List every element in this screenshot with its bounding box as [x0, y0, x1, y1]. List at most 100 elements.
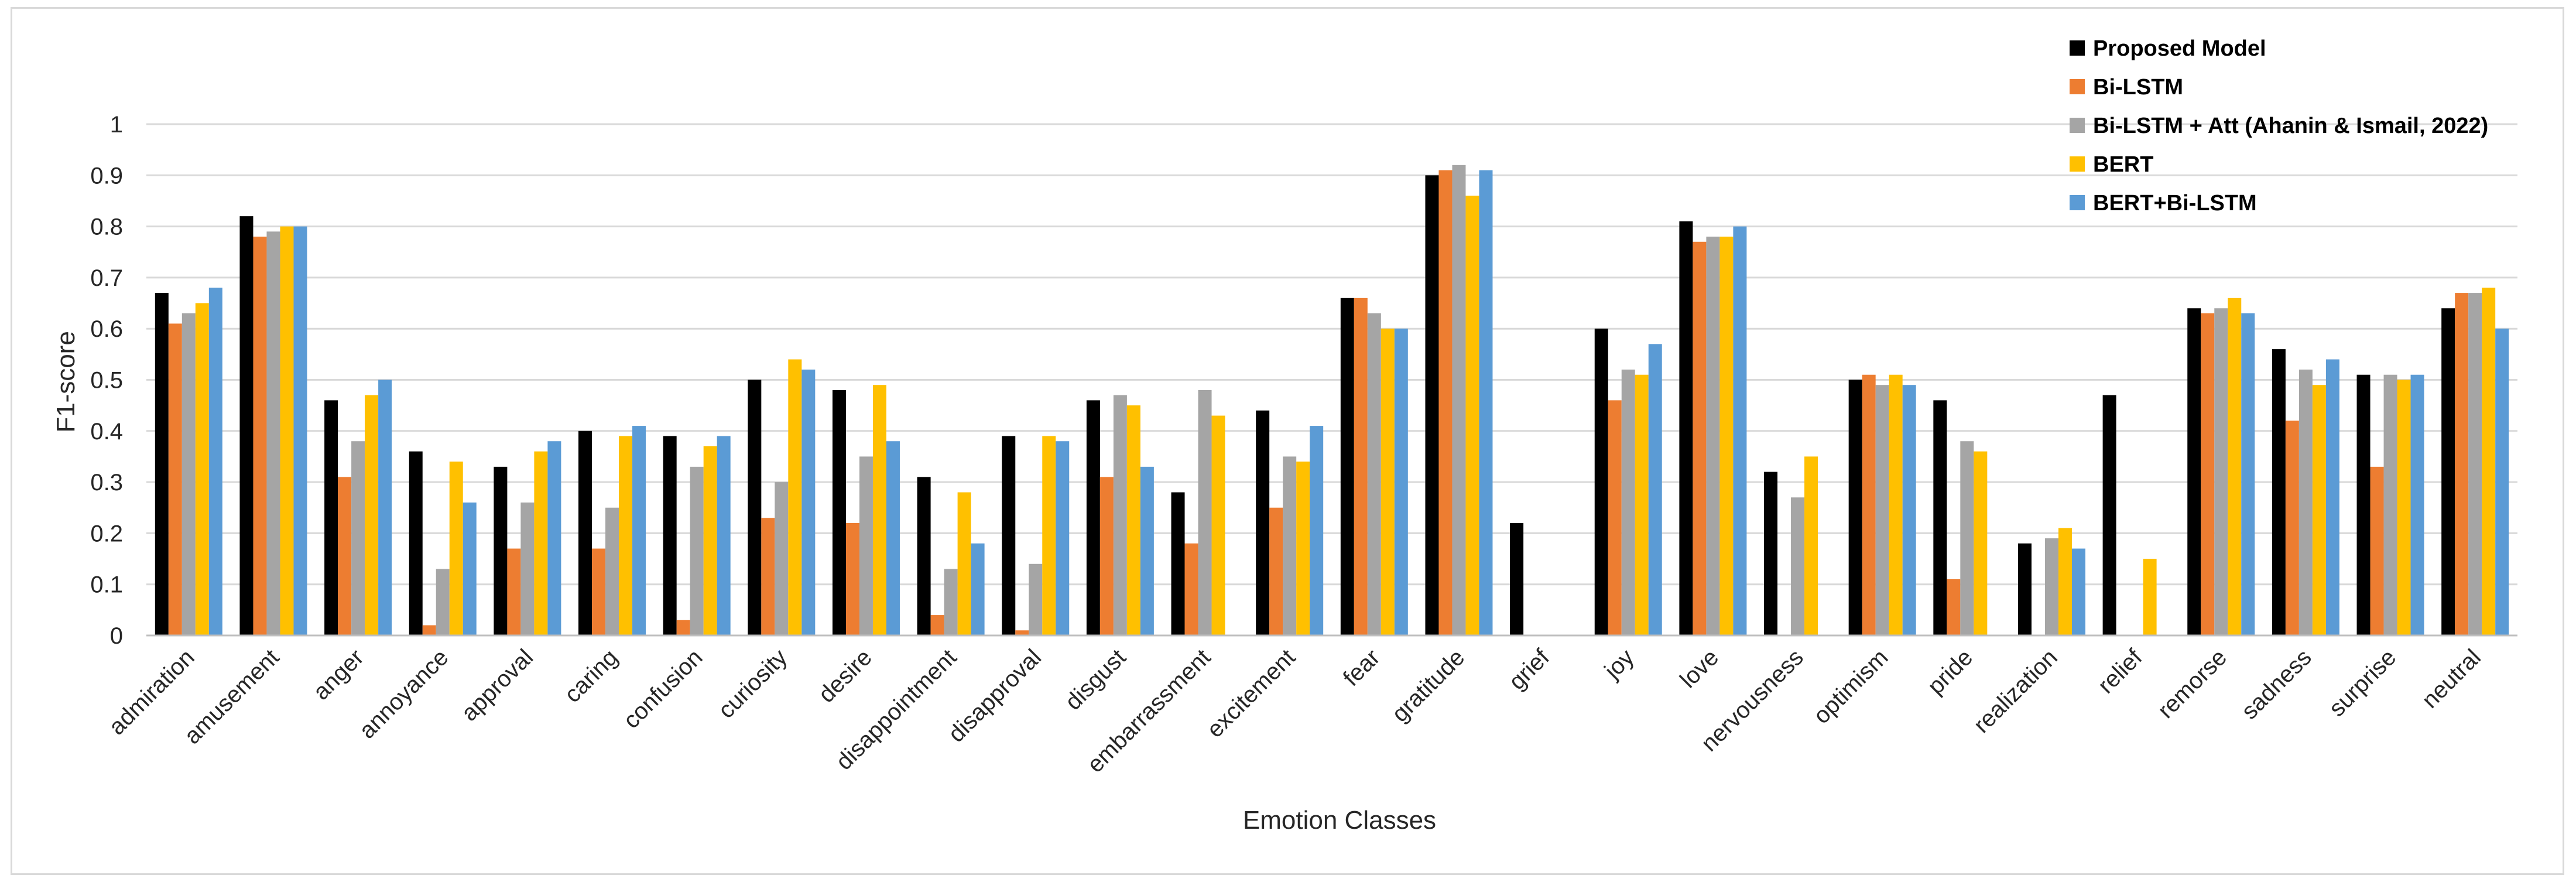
bar	[2397, 380, 2411, 635]
x-tick-label: love	[1675, 644, 1724, 693]
bar	[378, 380, 392, 635]
bar	[1171, 492, 1185, 635]
y-tick-label: 0	[110, 623, 123, 649]
bar	[1465, 196, 1479, 636]
bar	[208, 288, 222, 635]
bar	[1719, 237, 1734, 635]
bar	[547, 441, 561, 635]
bar	[872, 385, 886, 635]
bar	[2482, 288, 2496, 635]
bar	[2017, 543, 2032, 635]
bar	[2187, 308, 2201, 635]
x-tick-label: disgust	[1060, 644, 1131, 715]
legend-label: BERT	[2093, 152, 2153, 177]
bar	[886, 441, 900, 635]
bar	[1256, 410, 1270, 635]
bar	[1594, 329, 1608, 635]
y-tick-label: 0.5	[90, 368, 123, 394]
bar	[2201, 313, 2215, 635]
bar	[775, 482, 789, 635]
bar	[1733, 226, 1747, 636]
bar	[971, 543, 985, 635]
bar	[1283, 456, 1297, 635]
bar	[1086, 400, 1100, 635]
bar	[2441, 308, 2455, 635]
bar	[520, 503, 535, 635]
bar	[1679, 221, 1693, 635]
bar	[1510, 522, 1524, 635]
bar	[1621, 370, 1635, 635]
legend-swatch	[2070, 118, 2085, 133]
bar	[1648, 344, 1662, 635]
y-tick-label: 0.4	[90, 419, 123, 445]
legend-label: Bi-LSTM + Att (Ahanin & Ismail, 2022)	[2093, 114, 2488, 138]
bar	[1764, 471, 1778, 635]
bar	[1693, 241, 1707, 635]
bar	[2058, 528, 2072, 635]
bar	[859, 456, 873, 635]
bar	[2228, 298, 2242, 635]
bar	[1056, 441, 1070, 635]
bar	[1902, 385, 1916, 635]
bar	[1140, 466, 1154, 635]
y-tick-label: 0.9	[90, 163, 123, 189]
bar	[1706, 237, 1720, 635]
legend-swatch	[2070, 79, 2085, 94]
bar	[293, 226, 307, 636]
bar	[195, 303, 209, 635]
legend-swatch	[2070, 156, 2085, 172]
bar	[1198, 389, 1212, 635]
bar	[253, 237, 267, 635]
bar	[944, 569, 958, 635]
y-tick-label: 0.7	[90, 265, 123, 291]
x-tick-label: curiosity	[713, 644, 792, 723]
bar	[1974, 451, 1988, 635]
x-tick-label: grief	[1504, 644, 1555, 695]
bar	[1269, 507, 1283, 635]
bar	[2356, 374, 2371, 635]
bar	[592, 548, 606, 635]
bar	[534, 451, 548, 635]
y-tick-label: 0.3	[90, 470, 123, 495]
bar	[788, 359, 802, 635]
legend-label: BERT+Bi-LSTM	[2093, 191, 2257, 216]
x-tick-label: gratitude	[1387, 644, 1469, 727]
bar	[676, 620, 690, 635]
bar	[1184, 543, 1198, 635]
bar	[2298, 370, 2313, 635]
bar	[1791, 497, 1805, 635]
bar	[690, 466, 704, 635]
x-tick-label: relief	[2093, 644, 2147, 699]
bar	[463, 503, 477, 635]
bar	[1848, 380, 1862, 635]
y-tick-label: 0.6	[90, 316, 123, 342]
y-tick-label: 0.1	[90, 572, 123, 598]
x-tick-label: optimism	[1808, 644, 1893, 729]
legend-label: Proposed Model	[2093, 36, 2266, 61]
bar	[1099, 477, 1114, 635]
bar	[2468, 293, 2482, 636]
bar	[748, 380, 762, 635]
bar	[239, 216, 254, 635]
x-tick-label: pride	[1923, 644, 1978, 699]
bar	[280, 226, 294, 636]
bar	[351, 441, 365, 635]
bar	[761, 518, 775, 635]
bar	[1862, 374, 1876, 635]
bar	[1425, 175, 1439, 635]
x-tick-label: joy	[1599, 644, 1639, 684]
bar	[1438, 170, 1453, 635]
bar	[2102, 395, 2116, 635]
bar	[2410, 374, 2424, 635]
x-tick-label: remorse	[2153, 644, 2232, 723]
x-tick-label: surprise	[2324, 644, 2402, 722]
bar	[2071, 548, 2085, 635]
x-tick-label: confusion	[618, 644, 707, 733]
bar	[338, 477, 352, 635]
y-tick-label: 1	[110, 112, 123, 138]
bar	[1889, 374, 1903, 635]
bar	[1960, 441, 1974, 635]
bar	[703, 446, 717, 635]
y-tick-label: 0.2	[90, 521, 123, 546]
